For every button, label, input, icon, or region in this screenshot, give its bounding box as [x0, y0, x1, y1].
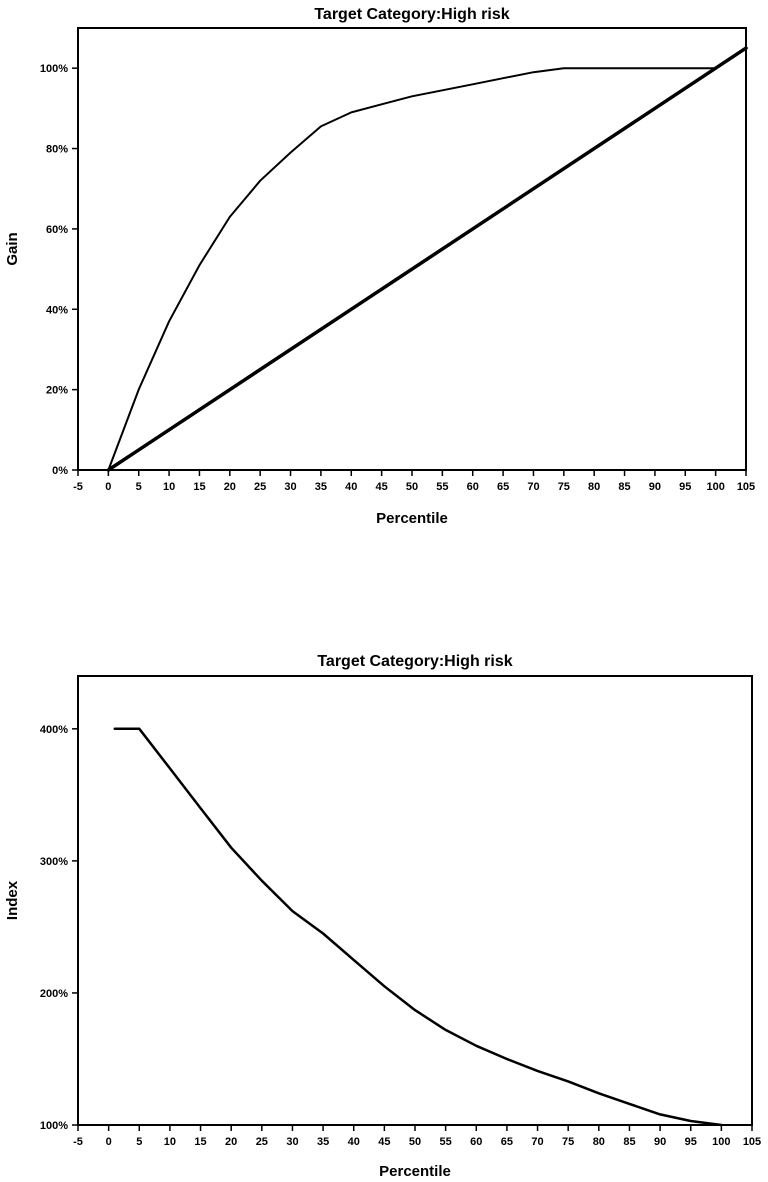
x-tick-label: 55	[436, 481, 448, 493]
x-tick-label: 10	[164, 1136, 176, 1148]
x-tick-label: -5	[73, 481, 83, 493]
x-tick-label: 25	[256, 1136, 268, 1148]
x-tick-label: 50	[406, 481, 418, 493]
gain-chart: Target Category:High risk -5 0 5 10 15 20 25 30 3…	[4, 6, 755, 527]
plot-frame	[77, 675, 753, 1126]
chart-title: Target Category:High risk	[317, 653, 512, 670]
series-line-1	[113, 727, 723, 1127]
y-axis-label: Index	[4, 880, 21, 920]
x-tick-label: 5	[136, 481, 142, 493]
x-tick-label: 70	[527, 481, 539, 493]
x-tick-label: -5	[73, 1136, 83, 1148]
y-tick-label: 20%	[46, 385, 68, 397]
x-tick-label: 15	[194, 1136, 206, 1148]
x-tick-label: 105	[743, 1136, 761, 1148]
y-tick-label: 0%	[52, 465, 68, 477]
x-tick-label: 0	[105, 481, 111, 493]
y-tick-label: 40%	[46, 304, 68, 316]
chart-title: Target Category:High risk	[314, 6, 509, 23]
y-tick-label: 100%	[40, 63, 68, 75]
x-tick-label: 75	[562, 1136, 574, 1148]
x-tick-label: 65	[497, 481, 509, 493]
plot-frame	[77, 27, 747, 471]
x-tick-label: 30	[286, 1136, 298, 1148]
y-tick-label: 60%	[46, 224, 68, 236]
x-tick-label: 55	[440, 1136, 452, 1148]
x-tick-label: 65	[501, 1136, 513, 1148]
x-tick-label: 45	[378, 1136, 390, 1148]
y-axis-label: Gain	[4, 232, 21, 265]
x-tick-label: 20	[224, 481, 236, 493]
x-tick-label: 15	[193, 481, 205, 493]
x-axis-label: Percentile	[376, 510, 448, 527]
x-tick-label: 85	[623, 1136, 635, 1148]
x-tick-label: 10	[163, 481, 175, 493]
x-tick-label: 80	[588, 481, 600, 493]
y-tick-label: 100%	[40, 1120, 68, 1132]
x-tick-label: 100	[712, 1136, 730, 1148]
series-line-1	[107, 67, 717, 471]
x-tick-label: 90	[654, 1136, 666, 1148]
x-tick-label: 100	[706, 481, 724, 493]
x-tick-label: 45	[376, 481, 388, 493]
x-tick-label: 80	[593, 1136, 605, 1148]
x-tick-label: 70	[531, 1136, 543, 1148]
y-tick-label: 300%	[40, 856, 68, 868]
x-tick-label: 85	[618, 481, 630, 493]
x-tick-label: 75	[558, 481, 570, 493]
y-tick-label: 400%	[40, 724, 68, 736]
x-tick-label: 60	[470, 1136, 482, 1148]
x-tick-label: 105	[737, 481, 755, 493]
x-tick-label: 25	[254, 481, 266, 493]
x-tick-label: 20	[225, 1136, 237, 1148]
x-tick-label: 60	[467, 481, 479, 493]
x-tick-label: 30	[284, 481, 296, 493]
x-tick-label: 95	[679, 481, 691, 493]
x-tick-label: 5	[136, 1136, 142, 1148]
y-tick-label: 200%	[40, 988, 68, 1000]
series-line-2	[106, 46, 748, 472]
x-tick-label: 35	[317, 1136, 329, 1148]
x-tick-label: 40	[345, 481, 357, 493]
x-tick-label: 40	[348, 1136, 360, 1148]
index-chart: Target Category:High risk -5 0 5 10 15 20 25 30 3…	[4, 653, 761, 1180]
y-tick-label: 80%	[46, 144, 68, 156]
x-tick-label: 35	[315, 481, 327, 493]
x-tick-label: 95	[685, 1136, 697, 1148]
x-tick-label: 50	[409, 1136, 421, 1148]
x-tick-label: 0	[106, 1136, 112, 1148]
x-axis-label: Percentile	[379, 1163, 451, 1180]
x-tick-label: 90	[649, 481, 661, 493]
